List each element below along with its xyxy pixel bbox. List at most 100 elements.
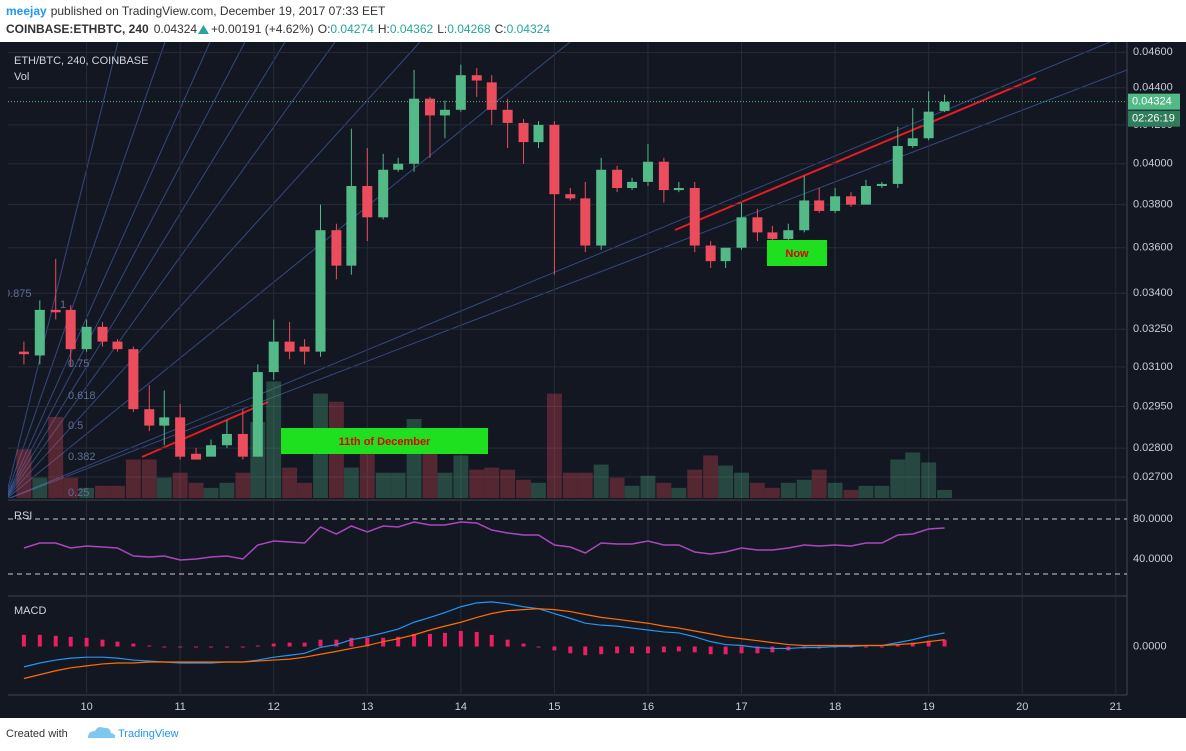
footer-brand: TradingView [118,728,179,740]
candle-body [362,185,373,218]
volume-bar [811,469,827,498]
volume-bar [905,452,921,498]
histogram-bar [162,646,167,648]
candle-body [830,196,841,211]
y-tick-label: 0.04000 [1133,158,1173,170]
y-tick-label: 0.03100 [1133,361,1173,373]
candle-body [783,230,794,239]
histogram-bar [708,646,713,655]
histogram-bar [568,646,573,654]
ohlc-line: +0.00191 (+4.62%) O:0.04274 H:0.04362 L:0.0… [211,22,550,36]
histogram-bar [178,646,183,648]
candle-body [627,181,638,189]
histogram-bar [615,646,620,654]
candle-body [673,188,684,191]
volume-bar [500,469,516,498]
candle-body [128,349,139,410]
candle-body [18,351,29,355]
price-tag [1128,93,1180,110]
up-arrow [198,25,209,34]
fan-line [8,42,166,493]
fib-label: 0.875 [4,288,32,300]
volume-bar [48,416,64,498]
volume-bar [453,455,469,498]
histogram-bar [255,645,260,647]
x-tick-label: 10 [80,701,92,713]
candle-body [81,326,92,350]
annotation-text: Now [785,248,809,260]
candle-body [97,326,108,342]
volume-bar [188,482,204,498]
candle-body [331,230,342,266]
volume-bar [235,472,251,498]
volume-bar [110,485,125,498]
candle-body [393,163,404,170]
volume-bar [390,472,406,498]
histogram-bar [692,646,697,653]
candle-body [409,98,420,164]
volume-bar [874,485,890,498]
histogram-bar [412,633,417,647]
candle-body [144,409,155,426]
histogram-bar [194,646,199,648]
chart-bg [0,42,1186,718]
fan-line [8,42,246,496]
footer-bg [0,718,1186,751]
candle-body [252,372,263,457]
volume-label: Vol [14,71,29,83]
volume-bar [734,472,749,498]
candle-body [471,75,482,81]
volume-bar [79,487,95,498]
published: published on TradingView.com, December 1… [51,4,386,18]
annotation-box [767,240,827,266]
panel-title: RSI [14,510,32,522]
histogram-bar [365,637,370,647]
histogram-bar [271,643,276,647]
annotation-text: 11th of December [339,436,431,448]
y-tick-label: 0.04400 [1133,82,1173,94]
fib-label: 0.382 [68,451,96,463]
volume-bar [16,449,32,498]
candle-body [299,346,310,352]
volume-bar [531,482,546,498]
annotation-box [281,428,488,454]
histogram-bar [131,643,136,647]
histogram-bar [942,639,947,647]
candle-body [736,217,747,248]
histogram-bar [240,646,245,648]
histogram-bar [458,630,463,647]
volume-bar [484,467,500,498]
volume-bar [422,447,438,498]
y-tick-label: 0.03800 [1133,199,1173,211]
candle-body [175,417,186,457]
histogram-bar [676,646,681,652]
histogram-bar [770,646,775,653]
countdown-label: 02:26:19 [1132,113,1175,125]
volume-bar [63,477,79,498]
histogram-bar [84,637,89,647]
volume-bar [780,482,796,498]
histogram-bar [521,643,526,647]
volume-bar [203,487,219,498]
volume-bar [172,472,188,498]
candle-body [705,245,716,262]
volume-bar [749,482,765,498]
candle-body [268,341,279,373]
candle-body [860,185,871,205]
candle-body [612,169,623,189]
x-tick-label: 15 [548,701,560,713]
candle-body [533,124,544,143]
ohlc-label: O: [318,22,331,36]
ohlc-value: 0.04362 [390,22,434,36]
candle-body [284,341,295,352]
fib-label: 0.618 [68,390,96,402]
volume-bar [843,489,859,498]
histogram-bar [100,639,105,647]
histogram-bar [147,645,152,647]
candle-body [596,169,607,246]
histogram-bar [552,646,557,651]
gann-fan [8,42,1127,498]
histogram-bar [723,646,728,655]
candle-body [907,138,918,147]
